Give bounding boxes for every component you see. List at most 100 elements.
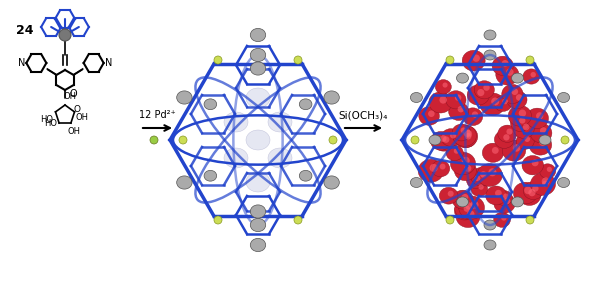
Ellipse shape <box>494 212 511 227</box>
Circle shape <box>526 216 534 224</box>
Ellipse shape <box>246 130 270 150</box>
Circle shape <box>491 98 499 106</box>
Circle shape <box>542 177 550 185</box>
Ellipse shape <box>514 182 538 204</box>
Ellipse shape <box>474 81 494 99</box>
Circle shape <box>465 202 473 210</box>
Circle shape <box>536 112 543 119</box>
Ellipse shape <box>526 108 548 128</box>
Ellipse shape <box>324 91 340 104</box>
Ellipse shape <box>508 105 532 126</box>
Ellipse shape <box>462 50 485 71</box>
Ellipse shape <box>480 93 505 115</box>
Ellipse shape <box>477 164 502 186</box>
Ellipse shape <box>441 129 461 146</box>
Ellipse shape <box>176 176 192 189</box>
Circle shape <box>477 89 484 96</box>
Circle shape <box>439 96 447 104</box>
Ellipse shape <box>250 62 266 75</box>
Circle shape <box>294 56 302 64</box>
Text: Si(OCH₃)₄: Si(OCH₃)₄ <box>338 110 388 120</box>
Ellipse shape <box>455 198 478 219</box>
Circle shape <box>443 136 449 143</box>
Ellipse shape <box>299 99 312 110</box>
Circle shape <box>547 167 552 172</box>
Circle shape <box>492 147 499 154</box>
Ellipse shape <box>518 185 541 205</box>
Ellipse shape <box>250 205 266 218</box>
Circle shape <box>502 98 508 104</box>
Circle shape <box>529 189 536 196</box>
Ellipse shape <box>502 84 523 104</box>
Ellipse shape <box>457 73 469 83</box>
Ellipse shape <box>494 131 514 148</box>
Circle shape <box>540 127 547 134</box>
Circle shape <box>539 139 547 146</box>
Ellipse shape <box>250 238 266 252</box>
Circle shape <box>214 56 222 64</box>
Ellipse shape <box>246 172 270 192</box>
Ellipse shape <box>471 181 488 196</box>
Ellipse shape <box>530 123 552 143</box>
Ellipse shape <box>268 112 292 132</box>
Circle shape <box>214 216 222 224</box>
Ellipse shape <box>250 48 266 62</box>
Ellipse shape <box>530 173 556 196</box>
Ellipse shape <box>246 88 270 108</box>
Circle shape <box>458 106 464 112</box>
Ellipse shape <box>410 177 422 188</box>
Ellipse shape <box>484 30 496 40</box>
Ellipse shape <box>457 197 469 207</box>
Ellipse shape <box>324 176 340 189</box>
Circle shape <box>294 216 302 224</box>
Circle shape <box>532 159 539 166</box>
Circle shape <box>464 130 472 138</box>
Circle shape <box>516 94 523 101</box>
Ellipse shape <box>454 201 475 220</box>
Circle shape <box>502 60 508 67</box>
Ellipse shape <box>484 50 496 60</box>
Circle shape <box>532 185 539 192</box>
Circle shape <box>446 216 454 224</box>
Circle shape <box>523 124 529 130</box>
Ellipse shape <box>250 218 266 231</box>
Ellipse shape <box>449 102 469 121</box>
Ellipse shape <box>176 91 192 104</box>
Ellipse shape <box>522 156 544 175</box>
Ellipse shape <box>511 114 530 131</box>
Ellipse shape <box>482 143 503 162</box>
Text: N: N <box>104 58 112 68</box>
Ellipse shape <box>299 170 312 181</box>
Ellipse shape <box>204 170 217 181</box>
Ellipse shape <box>463 108 482 126</box>
Ellipse shape <box>454 161 476 181</box>
Text: HO: HO <box>44 119 57 128</box>
Text: O: O <box>73 106 80 115</box>
Circle shape <box>465 133 472 140</box>
Circle shape <box>561 136 569 144</box>
Ellipse shape <box>454 125 478 147</box>
Circle shape <box>329 136 337 144</box>
Circle shape <box>467 210 475 218</box>
Ellipse shape <box>485 186 506 205</box>
Circle shape <box>480 171 487 178</box>
Circle shape <box>495 190 502 196</box>
Circle shape <box>503 134 509 141</box>
Circle shape <box>519 117 526 124</box>
Ellipse shape <box>436 80 451 94</box>
Ellipse shape <box>466 172 485 188</box>
Circle shape <box>526 56 534 64</box>
Circle shape <box>428 110 434 117</box>
Ellipse shape <box>455 129 476 148</box>
Circle shape <box>461 194 469 201</box>
Ellipse shape <box>514 120 534 138</box>
Ellipse shape <box>452 124 471 141</box>
Circle shape <box>503 194 508 199</box>
Ellipse shape <box>484 240 496 250</box>
Circle shape <box>530 72 536 77</box>
Ellipse shape <box>523 69 540 84</box>
Ellipse shape <box>494 95 512 112</box>
Circle shape <box>470 201 479 209</box>
Circle shape <box>440 135 446 142</box>
Text: N: N <box>18 58 25 68</box>
